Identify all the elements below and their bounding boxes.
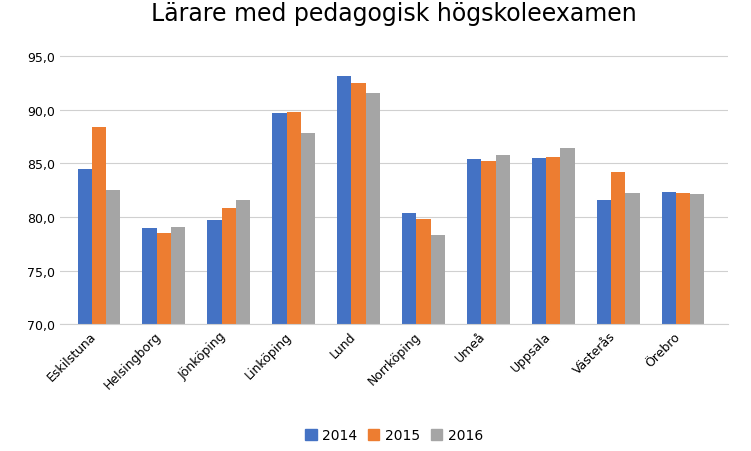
Bar bbox=[222, 209, 236, 451]
Bar bbox=[366, 94, 380, 451]
Bar bbox=[532, 159, 546, 451]
Bar bbox=[301, 134, 315, 451]
Bar bbox=[287, 112, 301, 451]
Bar bbox=[626, 194, 640, 451]
Bar bbox=[597, 200, 611, 451]
Bar bbox=[236, 200, 250, 451]
Bar bbox=[106, 191, 120, 451]
Bar bbox=[546, 157, 560, 451]
Bar bbox=[77, 169, 92, 451]
Bar bbox=[402, 213, 416, 451]
Bar bbox=[560, 149, 575, 451]
Bar bbox=[430, 236, 445, 451]
Bar bbox=[351, 83, 366, 451]
Bar bbox=[92, 128, 106, 451]
Bar bbox=[676, 194, 690, 451]
Bar bbox=[207, 221, 222, 451]
Bar bbox=[273, 114, 287, 451]
Bar bbox=[467, 160, 481, 451]
Bar bbox=[496, 155, 510, 451]
Bar bbox=[481, 162, 496, 451]
Legend: 2014, 2015, 2016: 2014, 2015, 2016 bbox=[300, 423, 489, 448]
Bar bbox=[416, 220, 430, 451]
Bar bbox=[157, 234, 171, 451]
Title: Lärare med pedagogisk högskoleexamen: Lärare med pedagogisk högskoleexamen bbox=[152, 2, 637, 26]
Bar bbox=[611, 172, 626, 451]
Bar bbox=[690, 195, 704, 451]
Bar bbox=[143, 228, 157, 451]
Bar bbox=[337, 77, 351, 451]
Bar bbox=[662, 193, 676, 451]
Bar bbox=[171, 227, 185, 451]
